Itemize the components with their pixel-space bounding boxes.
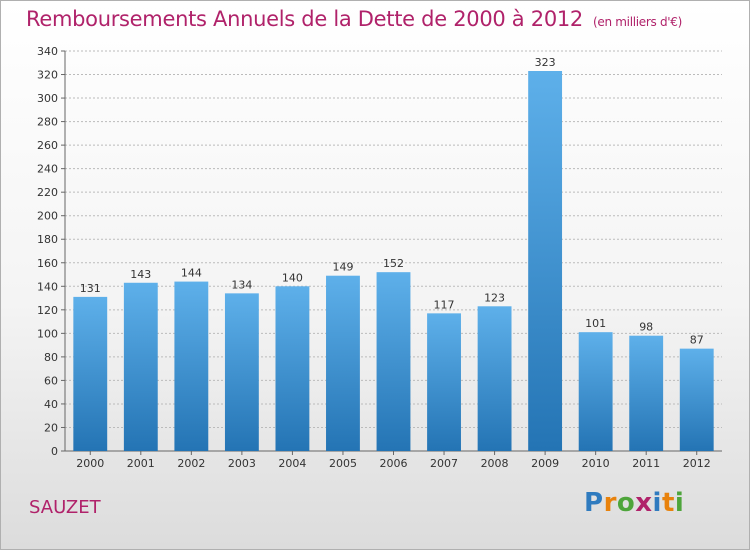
proxiti-logo: Proxiti [584, 488, 684, 518]
x-tick-label: 2006 [380, 457, 408, 470]
x-tick-label: 2011 [632, 457, 660, 470]
bar [629, 335, 664, 451]
logo-letter: o [616, 488, 636, 518]
bar [174, 281, 209, 451]
logo-letter: i [674, 488, 685, 518]
bar [528, 71, 563, 451]
x-tick-label: 2010 [582, 457, 610, 470]
x-tick-label: 2007 [430, 457, 458, 470]
y-tick-label: 140 [37, 280, 58, 293]
y-tick-label: 0 [51, 445, 58, 458]
bar [376, 272, 411, 451]
y-tick-label: 200 [37, 210, 58, 223]
logo-letter: t [661, 488, 675, 518]
logo-letter: i [652, 488, 662, 518]
x-tick-label: 2012 [683, 457, 711, 470]
chart-title: Remboursements Annuels de la Dette de 20… [26, 7, 682, 31]
bar [477, 306, 512, 451]
y-tick-label: 180 [37, 233, 58, 246]
bar-value-label: 131 [80, 282, 101, 295]
x-tick-label: 2000 [76, 457, 104, 470]
y-tick-label: 60 [44, 374, 58, 387]
y-tick-label: 280 [37, 116, 58, 129]
bar-value-label: 98 [639, 321, 653, 334]
y-tick-label: 220 [37, 186, 58, 199]
x-tick-label: 2008 [481, 457, 509, 470]
bar [73, 296, 108, 451]
town-name: SAUZET [29, 497, 101, 518]
y-tick-label: 320 [37, 69, 58, 82]
y-tick-label: 340 [37, 45, 58, 58]
x-tick-label: 2003 [228, 457, 256, 470]
bar-value-label: 144 [181, 267, 202, 280]
bar [427, 313, 461, 451]
y-tick-label: 300 [37, 92, 58, 105]
bar-value-label: 140 [282, 271, 303, 284]
bar [123, 282, 158, 451]
title-text: Remboursements Annuels de la Dette de 20… [26, 7, 583, 31]
bar-chart: 0 20 40 60 80 100 120 140 160 180 200 220 240 260 280 3… [37, 45, 722, 470]
x-tick-label: 2009 [531, 457, 559, 470]
bar-value-label: 152 [383, 257, 404, 270]
x-tick-label: 2002 [177, 457, 205, 470]
y-tick-label: 80 [44, 351, 58, 364]
logo-letter: x [635, 488, 653, 518]
y-tick-label: 240 [37, 163, 58, 176]
y-tick-label: 120 [37, 304, 58, 317]
logo-letter: r [603, 488, 617, 518]
bar [224, 293, 259, 451]
bar-value-label: 143 [130, 268, 151, 281]
bar-value-label: 149 [332, 261, 353, 274]
y-tick-label: 160 [37, 257, 58, 270]
bar-value-label: 134 [231, 278, 252, 291]
bar-value-label: 87 [690, 334, 704, 347]
x-tick-label: 2004 [278, 457, 306, 470]
bar-value-label: 101 [585, 317, 606, 330]
y-tick-label: 100 [37, 327, 58, 340]
unit-label: (en milliers d'€) [593, 15, 683, 29]
bar [679, 348, 714, 451]
bar [578, 332, 613, 451]
bar-value-label: 323 [535, 56, 556, 69]
x-tick-label: 2005 [329, 457, 357, 470]
bar-value-label: 117 [434, 298, 455, 311]
y-tick-label: 20 [44, 421, 58, 434]
x-tick-label: 2001 [127, 457, 155, 470]
y-tick-label: 260 [37, 139, 58, 152]
bar [275, 286, 310, 451]
y-tick-label: 40 [44, 398, 58, 411]
bar [326, 275, 360, 451]
logo-letter: P [584, 488, 604, 518]
bar-value-label: 123 [484, 291, 505, 304]
